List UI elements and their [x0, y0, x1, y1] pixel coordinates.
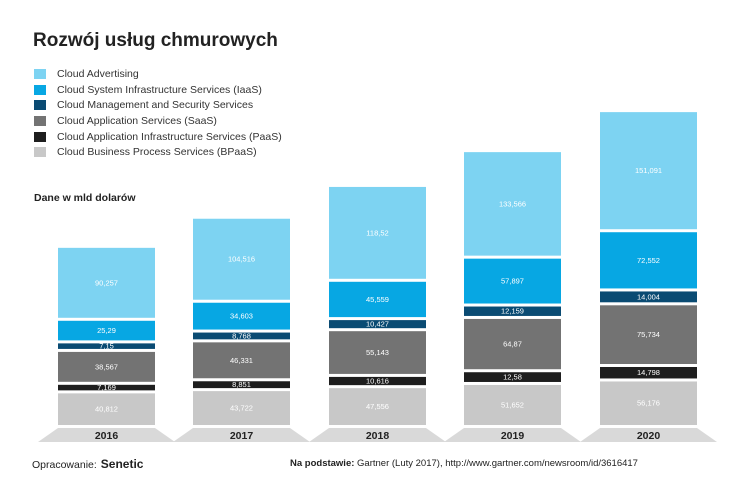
bar-segment [329, 376, 426, 386]
data-label: 46,331 [230, 356, 253, 365]
bar-base-platform [173, 428, 310, 442]
bar-segment [464, 318, 561, 370]
bar-segment [464, 306, 561, 316]
data-label: 12,58 [503, 373, 522, 382]
chart-legend: Cloud Advertising Cloud System Infrastruc… [34, 66, 282, 160]
bar-segment [600, 366, 697, 379]
bar-segment [193, 218, 290, 300]
bar-segment [464, 152, 561, 256]
x-tick-label: 2020 [637, 430, 661, 442]
data-label: 10,427 [366, 320, 389, 329]
data-label: 72,552 [637, 256, 660, 265]
bar-segment [329, 320, 426, 329]
x-tick-label: 2017 [230, 430, 254, 442]
legend-label: Cloud System Infrastructure Services (Ia… [57, 83, 262, 96]
footer-source: Na podstawie: Gartner (Luty 2017), http:… [290, 458, 638, 469]
bar-segment [600, 381, 697, 425]
data-label: 43,722 [230, 404, 253, 413]
bar-segment [193, 332, 290, 340]
bar-segment [464, 372, 561, 382]
data-label: 104,516 [228, 255, 255, 264]
bar-segment [329, 281, 426, 318]
brand-logo-text: Senetic [100, 457, 144, 471]
data-label: 118,52 [366, 228, 388, 237]
bar-segment [58, 393, 155, 425]
legend-swatch [34, 68, 46, 79]
bar-segment [193, 302, 290, 330]
legend-label: Cloud Business Process Services (BPaaS) [57, 146, 257, 159]
legend-swatch [34, 115, 46, 126]
legend-swatch [34, 147, 46, 158]
legend-item: Cloud System Infrastructure Services (Ia… [34, 82, 282, 98]
legend-label: Cloud Advertising [57, 67, 139, 80]
bar-segment [193, 342, 290, 379]
unit-label: Dane w mld dolarów [34, 192, 136, 204]
legend-label: Cloud Management and Security Services [57, 99, 254, 112]
data-label: 8,851 [232, 380, 251, 389]
bar-segment [329, 331, 426, 374]
legend-item: Cloud Business Process Services (BPaaS) [34, 144, 282, 160]
x-tick-label: 2018 [366, 430, 390, 442]
data-label: 8,768 [232, 331, 251, 340]
bar-segment [58, 320, 155, 341]
bar-base-platform [580, 428, 717, 442]
legend-label: Cloud Application Infrastructure Service… [57, 130, 282, 143]
data-label: 55,143 [366, 348, 389, 357]
source-label: Na podstawie: [290, 458, 355, 469]
data-label: 47,556 [366, 402, 389, 411]
data-label: 12,159 [501, 307, 524, 316]
data-label: 133,566 [499, 199, 526, 208]
data-label: 57,897 [501, 277, 524, 286]
bar-segment [58, 343, 155, 349]
data-label: 75,734 [637, 330, 660, 339]
data-label: 56,176 [637, 399, 660, 408]
bar-segment [600, 112, 697, 230]
data-label: 40,812 [95, 405, 118, 414]
data-label: 64,87 [503, 340, 522, 349]
bar-segment [600, 305, 697, 364]
legend-label: Cloud Application Services (SaaS) [57, 114, 217, 127]
footer-credits: Opracowanie: Senetic [32, 457, 143, 471]
bar-segment [600, 291, 697, 303]
bar-segment [329, 186, 426, 279]
data-label: 7,15 [99, 342, 114, 351]
legend-swatch [34, 131, 46, 142]
x-tick-label: 2019 [501, 430, 525, 442]
bar-segment [58, 247, 155, 318]
legend-swatch [34, 100, 46, 111]
data-label: 90,257 [95, 278, 118, 287]
data-label: 51,652 [501, 400, 524, 409]
data-label: 34,603 [230, 312, 253, 321]
data-label: 14,004 [637, 292, 660, 301]
data-label: 10,616 [366, 377, 389, 386]
bar-segment [193, 381, 290, 389]
bar-segment [600, 232, 697, 289]
legend-item: Cloud Management and Security Services [34, 97, 282, 113]
data-label: 38,567 [95, 362, 118, 371]
data-label: 7,169 [97, 383, 116, 392]
bar-segment [193, 391, 290, 425]
bar-segment [58, 384, 155, 391]
chart-title: Rozwój usług chmurowych [33, 30, 278, 51]
bar-segment [464, 384, 561, 425]
data-label: 151,091 [635, 166, 662, 175]
prepared-by-label: Opracowanie: [32, 459, 97, 471]
bar-segment [464, 258, 561, 304]
x-tick-label: 2016 [95, 430, 119, 442]
bar-base-platform [444, 428, 581, 442]
legend-item: Cloud Application Infrastructure Service… [34, 129, 282, 145]
source-text: Gartner (Luty 2017), http://www.gartner.… [357, 458, 638, 469]
bar-base-platform [38, 428, 175, 442]
legend-swatch [34, 84, 46, 95]
bar-segment [58, 351, 155, 382]
data-label: 45,559 [366, 295, 389, 304]
data-label: 25,29 [97, 326, 116, 335]
legend-item: Cloud Advertising [34, 66, 282, 82]
legend-item: Cloud Application Services (SaaS) [34, 113, 282, 129]
data-label: 14,798 [637, 368, 660, 377]
bar-segment [329, 388, 426, 425]
bar-base-platform [309, 428, 446, 442]
